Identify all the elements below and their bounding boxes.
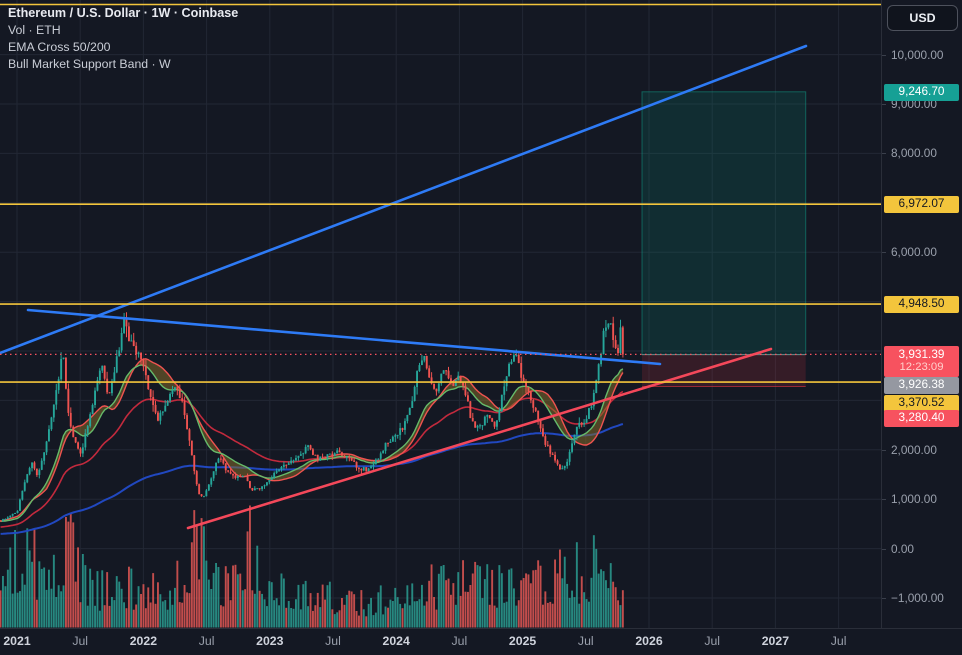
price-axis-tick <box>882 449 886 451</box>
price-axis-tick <box>882 499 886 501</box>
price-axis-label: 6,000.00 <box>891 245 937 260</box>
bar-countdown: 12:23:09 <box>899 361 944 373</box>
price-axis-label: 9,000.00 <box>891 97 937 111</box>
price-level-label: 3,926.38 <box>884 376 959 394</box>
time-axis-label: Jul <box>451 634 468 648</box>
current-price-label: 3,931.39 12:23:09 <box>884 345 959 377</box>
time-axis-label: Jul <box>704 634 721 648</box>
price-level-label: 4,948.50 <box>884 295 959 313</box>
price-axis-label: 1,000.00 <box>891 492 937 507</box>
time-axis-label: 2023 <box>256 634 284 648</box>
price-axis-label: −1,000.00 <box>891 591 944 605</box>
price-axis-label: 2,000.00 <box>891 442 937 457</box>
time-axis-label: 2022 <box>129 634 158 648</box>
price-axis-tick <box>882 104 886 105</box>
time-axis-label: Jul <box>198 634 215 648</box>
time-axis[interactable]: 2021 Jul 2022 Jul 2023 Jul 2024 Jul 2025 Jul 2026 J… <box>0 628 962 655</box>
time-axis-label: Jul <box>577 634 594 648</box>
price-level-label: 6,972.07 <box>884 195 959 213</box>
time-axis-label: 2021 <box>3 634 31 648</box>
price-axis-tick <box>882 598 886 599</box>
price-axis-tick <box>882 153 886 155</box>
time-axis-label: 2025 <box>508 634 537 648</box>
time-axis-label: Jul <box>72 634 89 648</box>
price-chart[interactable] <box>0 0 881 628</box>
time-axis-label: Jul <box>325 634 341 648</box>
price-level-label: 3,280.40 <box>884 409 959 427</box>
price-axis-label: 8,000.00 <box>891 146 937 161</box>
price-level-label: 3,370.52 <box>884 394 959 412</box>
price-axis-tick <box>882 54 886 56</box>
price-axis-tick <box>882 548 886 550</box>
price-axis-label: 10,000.00 <box>891 47 944 62</box>
price-axis-tick <box>882 252 886 254</box>
price-level-label: 9,246.70 <box>884 83 959 101</box>
time-axis-label: Jul <box>830 634 847 648</box>
time-axis-label: 2027 <box>761 634 790 648</box>
chart-canvas[interactable] <box>0 0 881 628</box>
currency-button[interactable]: USD <box>887 5 958 31</box>
price-axis[interactable]: USD 10,000.00 9,000.00 8,000.00 6,000.00 2,0… <box>881 0 962 628</box>
price-axis-label: 0.00 <box>891 541 914 556</box>
time-axis-label: 2024 <box>382 634 410 648</box>
time-axis-label: 2026 <box>635 634 663 648</box>
